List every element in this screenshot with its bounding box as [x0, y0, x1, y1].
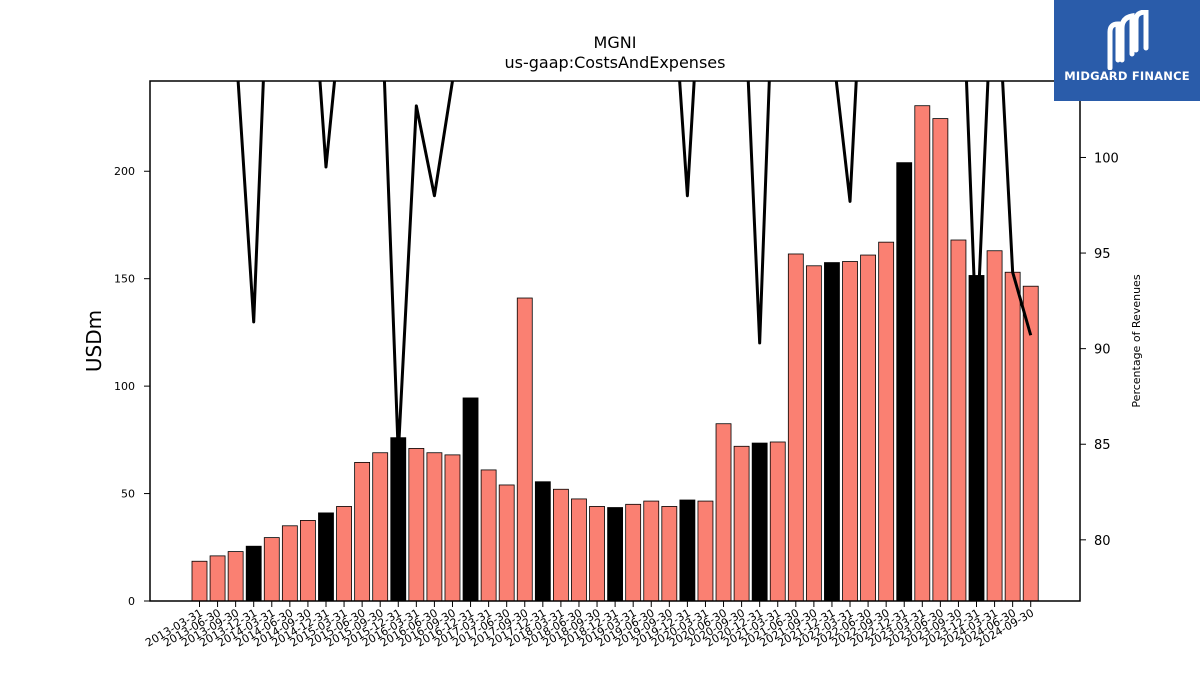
bar-2024-06-30 [1004, 271, 1021, 602]
y-axis-left: 0 50 100 150 200 [114, 165, 150, 608]
bar-2017-09-30 [516, 297, 533, 602]
bar-2021-12-31 [824, 262, 840, 602]
x-axis: 2013-03-312013-06-302013-09-302013-12-31… [143, 601, 1036, 650]
y-tick-label: 150 [114, 273, 135, 286]
bar-2014-12-31 [318, 512, 334, 602]
bar-2015-03-31 [336, 506, 352, 602]
bar-2013-03-31 [191, 560, 208, 602]
y-tick-label: 100 [114, 380, 135, 393]
bar-2018-03-31 [553, 488, 569, 602]
bar-2019-06-30 [643, 500, 660, 602]
bar-2019-03-31 [625, 503, 642, 602]
logo-text: MIDGARD FINANCE [1064, 69, 1190, 83]
bar-2022-12-31 [896, 162, 913, 602]
bar-2022-06-30 [860, 254, 876, 602]
bar-2020-03-31 [697, 500, 714, 602]
bar-2023-09-30 [950, 239, 967, 602]
y-tick-label: 0 [128, 595, 135, 608]
bar-2022-03-31 [842, 261, 858, 602]
bar-2024-03-31 [986, 250, 1003, 602]
chart-title: MGNI [594, 33, 637, 52]
bar-2014-03-31 [263, 537, 280, 602]
bar-2015-12-31 [390, 437, 407, 602]
bar-2015-06-30 [354, 461, 371, 602]
brand-logo: MIDGARD FINANCE [1054, 0, 1200, 101]
y2-tick-label: 90 [1094, 343, 1111, 358]
bar-2016-12-31 [462, 397, 479, 602]
bar-2020-09-30 [733, 445, 750, 602]
bar-2023-03-31 [914, 105, 931, 602]
bar-2017-03-31 [480, 469, 497, 602]
bar-2019-12-31 [679, 499, 696, 602]
bar-2016-09-30 [444, 454, 461, 602]
bar-2013-12-31 [245, 545, 262, 602]
bar-2023-06-30 [932, 118, 949, 602]
y-tick-label: 200 [114, 165, 135, 178]
bar-2014-09-30 [300, 520, 316, 602]
chart-subtitle: us-gaap:CostsAndExpenses [505, 53, 726, 72]
y2-tick-label: 95 [1094, 247, 1111, 262]
bar-2021-03-31 [769, 441, 786, 602]
y2-tick-label: 85 [1094, 438, 1111, 453]
y-tick-label: 50 [121, 488, 135, 501]
bar-2021-06-30 [787, 253, 804, 602]
bar-2019-09-30 [661, 506, 678, 602]
midgard-logo-icon [1107, 10, 1149, 70]
bar-2018-12-31 [607, 507, 624, 602]
bar-2018-09-30 [589, 506, 605, 602]
bar-2017-06-30 [498, 484, 515, 602]
y-axis-right: 80 85 90 95 100 [1080, 151, 1119, 549]
bar-2020-12-31 [751, 442, 768, 602]
bar-2016-03-31 [408, 448, 425, 602]
bar-2013-06-30 [209, 555, 226, 602]
bar-2022-09-30 [878, 241, 895, 602]
bar-2020-06-30 [715, 423, 732, 602]
bar-2021-09-30 [805, 265, 822, 602]
bar-2014-06-30 [281, 525, 298, 602]
bar-2018-06-30 [571, 498, 587, 602]
y2-axis-label: Percentage of Revenues [1130, 274, 1143, 407]
bar-group [191, 105, 1039, 602]
y-axis-label: USDm [82, 310, 106, 372]
y2-tick-label: 80 [1094, 534, 1111, 549]
bar-2016-06-30 [426, 452, 443, 602]
bar-2017-12-31 [534, 481, 551, 602]
y2-tick-label: 100 [1094, 151, 1119, 166]
bar-2015-09-30 [372, 452, 389, 602]
bar-2013-09-30 [227, 551, 244, 602]
